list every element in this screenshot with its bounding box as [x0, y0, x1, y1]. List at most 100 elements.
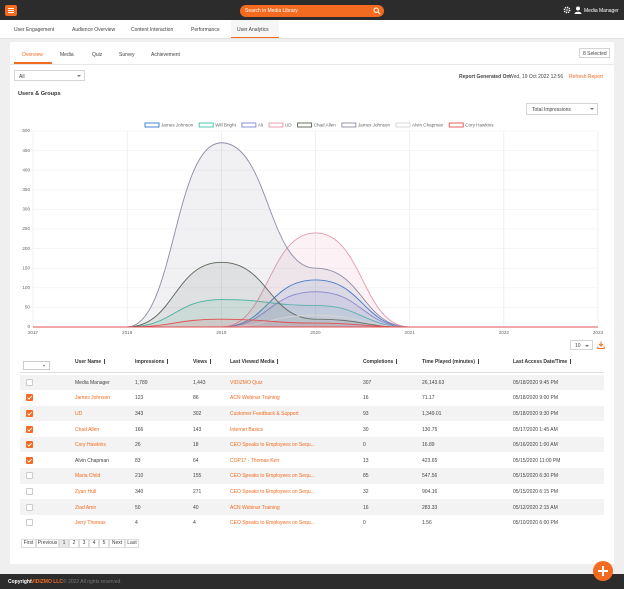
- cell: 1,443: [193, 379, 206, 386]
- y-tick-label: 100: [22, 285, 30, 290]
- nav-item[interactable]: User Analytics: [237, 27, 269, 33]
- media-link[interactable]: VIDIZMO Quiz: [230, 379, 263, 386]
- nav-item[interactable]: Audience Overview: [72, 27, 116, 33]
- media-link[interactable]: CEO Speaks to Employees on Sequ...: [230, 520, 315, 527]
- cell: 1.56: [422, 520, 432, 527]
- cell: 83: [135, 457, 141, 464]
- row-checkbox[interactable]: [26, 425, 33, 433]
- column-header[interactable]: Last Viewed Media: [230, 359, 280, 365]
- cell: 05/16/2020 1:00 AM: [513, 442, 558, 449]
- subtab[interactable]: Survey: [119, 52, 135, 58]
- settings-icon[interactable]: [563, 6, 571, 14]
- nav-item[interactable]: User Engagement: [14, 27, 55, 33]
- user-name[interactable]: James Johnson: [75, 395, 111, 402]
- page-button[interactable]: 2: [69, 539, 79, 548]
- subtab[interactable]: Quiz: [92, 52, 103, 58]
- cell: 302: [193, 410, 202, 417]
- user-name[interactable]: Chad Allen: [75, 426, 100, 433]
- nav-item[interactable]: Performance: [191, 27, 220, 33]
- media-link[interactable]: COP17 - Thomas Kerr: [230, 457, 280, 464]
- legend-label: Ali: [258, 123, 263, 128]
- user-name: Media Manager: [75, 379, 110, 386]
- cell: 05/18/2020 9:00 PM: [513, 395, 559, 402]
- page-button[interactable]: 3: [79, 539, 89, 548]
- page-button[interactable]: Last: [125, 539, 139, 548]
- user-name[interactable]: Media Manager: [584, 7, 619, 14]
- row-checkbox[interactable]: [26, 487, 33, 495]
- cell: 05/17/2020 1:45 AM: [513, 426, 558, 433]
- check-mark: [27, 411, 32, 416]
- row-checkbox[interactable]: [26, 503, 33, 511]
- media-link[interactable]: CEO Speaks to Employees on Sequ...: [230, 473, 315, 480]
- search-box[interactable]: Search in Media Library: [240, 5, 384, 17]
- cell: 85: [363, 473, 369, 480]
- table-row: Media Manager 1,789 1,443 VIDIZMO Quiz 307 26…: [20, 374, 604, 391]
- user-name[interactable]: Ziad Amir: [75, 504, 97, 511]
- selected-count[interactable]: 8 Selected: [579, 48, 610, 58]
- column-header[interactable]: User Name: [75, 359, 107, 365]
- row-checkbox[interactable]: [26, 456, 33, 464]
- cell: 4: [193, 520, 196, 527]
- user-name[interactable]: Maria Child: [75, 473, 101, 480]
- nav-item[interactable]: Content Interaction: [131, 27, 174, 33]
- cell: 307: [363, 379, 372, 386]
- row-checkbox[interactable]: [26, 441, 33, 449]
- media-link[interactable]: ACN Webinar Training: [230, 395, 280, 402]
- media-link[interactable]: CEO Speaks to Employees on Sequ...: [230, 442, 315, 449]
- row-checkbox[interactable]: [26, 378, 33, 386]
- subtab[interactable]: Achievement: [151, 52, 180, 58]
- column-header[interactable]: Views: [193, 359, 213, 365]
- media-link[interactable]: CEO Speaks to Employees on Sequ...: [230, 488, 315, 495]
- page-button[interactable]: First: [21, 539, 36, 548]
- media-link[interactable]: Customer Feedback & Support: [230, 410, 299, 417]
- subtab[interactable]: Overview: [22, 52, 43, 58]
- page-button[interactable]: Previous: [36, 539, 59, 548]
- user-name[interactable]: Cory Hawkins: [75, 442, 106, 449]
- page-size[interactable]: 10: [570, 340, 593, 350]
- user-name[interactable]: Jerry Thomas: [75, 520, 106, 527]
- page-button[interactable]: 1: [59, 539, 69, 548]
- caret: [590, 108, 594, 110]
- column-header[interactable]: Time Played (minutes): [422, 359, 480, 365]
- metric-dropdown[interactable]: Total Impressions: [526, 103, 598, 115]
- subtab[interactable]: Media: [60, 52, 74, 58]
- column-header[interactable]: Last Access Date/Time: [513, 359, 573, 365]
- cell: 904.16: [422, 488, 438, 495]
- table: User Name Impressions Views Last Viewed Med…: [20, 355, 604, 531]
- header-checkbox[interactable]: [23, 361, 50, 370]
- user-icon[interactable]: [574, 6, 582, 14]
- user-name[interactable]: Zyan Hull: [75, 488, 97, 495]
- y-tick-label: 150: [22, 265, 30, 270]
- row-checkbox[interactable]: [26, 519, 33, 527]
- cell: 26,143.63: [422, 379, 445, 386]
- row-checkbox[interactable]: [26, 472, 33, 480]
- legend-label: Chad Allen: [314, 123, 337, 128]
- filter-dropdown[interactable]: All: [14, 70, 85, 81]
- menu-button[interactable]: [5, 5, 17, 16]
- filter-value: All: [19, 73, 25, 80]
- subtab-underline: [14, 62, 52, 64]
- row-checkbox[interactable]: [26, 409, 33, 417]
- download-icon[interactable]: [597, 341, 605, 349]
- cell: 30: [363, 426, 369, 433]
- media-link[interactable]: ACN Webinar Training: [230, 504, 280, 511]
- column-header[interactable]: Completions: [363, 359, 399, 365]
- sort-icon: [103, 359, 107, 364]
- footer: Copyright VIDIZMO LLC © 2022 All rights …: [0, 574, 624, 589]
- add-button[interactable]: [593, 561, 613, 581]
- sort-icon: [166, 359, 170, 364]
- legend-label: James Johnson: [358, 123, 391, 128]
- page-button[interactable]: 5: [99, 539, 109, 548]
- row-checkbox[interactable]: [26, 394, 33, 402]
- y-tick-label: 300: [22, 207, 30, 212]
- cell: 13: [363, 457, 369, 464]
- column-header[interactable]: Impressions: [135, 359, 170, 365]
- legend-swatch: [341, 122, 357, 128]
- page-button[interactable]: 4: [89, 539, 99, 548]
- user-name[interactable]: UD: [75, 410, 83, 417]
- page-button[interactable]: Next: [109, 539, 125, 548]
- refresh-report[interactable]: Refresh Report: [569, 74, 603, 80]
- check-icon: [27, 427, 32, 432]
- media-link[interactable]: Internet Basics: [230, 426, 264, 433]
